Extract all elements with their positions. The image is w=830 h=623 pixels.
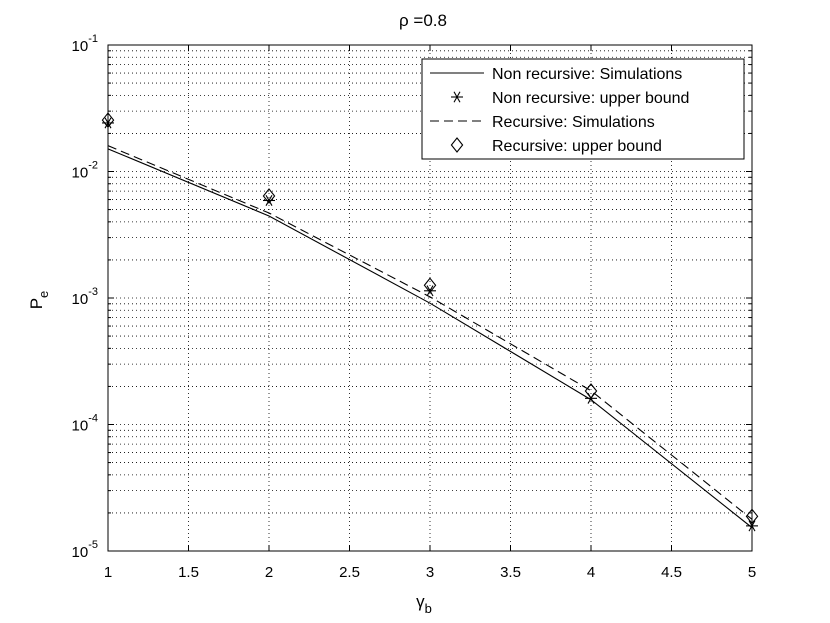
ticks [107, 44, 753, 552]
y-tick-label: 10-1 [72, 33, 98, 55]
y-tick-label-exponent: -3 [88, 286, 98, 298]
diamond-marker [450, 137, 464, 153]
legend: Non recursive: Simulations Non recursive:… [421, 58, 745, 160]
y-tick-label-exponent: -4 [88, 413, 98, 425]
y-tick-label: 10-5 [72, 539, 98, 561]
asterisk-marker [263, 194, 275, 206]
asterisk-stroke [426, 285, 434, 297]
y-axis-title-main: P [27, 298, 46, 309]
x-axis-title: γb [416, 592, 432, 616]
series-layer [108, 145, 752, 529]
plot-area: 1 1.5 2 2.5 3 3.5 4 4.5 510-510-410-310-210-1Non… [72, 33, 759, 581]
asterisk-stroke [104, 117, 112, 129]
diamond-marker [745, 508, 759, 525]
legend-label: Non recursive: upper bound [492, 90, 689, 107]
diamond-marker [584, 383, 598, 399]
asterisk-stroke [748, 520, 756, 532]
x-tick-label: 4 [587, 564, 595, 581]
legend-box [421, 58, 745, 160]
y-tick-label-base: 10 [72, 291, 89, 308]
x-tick-label: 2 [265, 564, 273, 581]
x-tick-label: 4.5 [661, 564, 682, 581]
x-axis-title-main: γ [416, 592, 425, 611]
y-tick-label-base: 10 [72, 418, 89, 435]
diamond-marker [262, 188, 276, 204]
marker-layer [101, 112, 759, 532]
asterisk-stroke [265, 194, 273, 206]
asterisk-stroke [453, 91, 461, 103]
diamond-marker [423, 277, 437, 294]
chart-title: ρ =0.8 [399, 11, 447, 30]
legend-label: Recursive: upper bound [492, 138, 662, 155]
y-tick-label: 10-2 [72, 160, 98, 182]
y-tick-label-exponent: -2 [88, 160, 98, 172]
asterisk-marker [424, 285, 436, 297]
x-tick-label: 1 [104, 564, 112, 581]
x-tick-label: 1.5 [178, 564, 199, 581]
diamond-marker [101, 112, 115, 128]
y-tick-label-base: 10 [72, 38, 89, 55]
series-line-dashed [108, 145, 752, 520]
x-axis-title-sub: b [425, 601, 432, 616]
legend-label: Non recursive: Simulations [492, 66, 682, 83]
x-tick-label: 2.5 [339, 564, 360, 581]
y-axis-title: Pe [27, 291, 51, 310]
y-tick-label-exponent: -1 [88, 33, 98, 45]
y-tick-label: 10-4 [72, 413, 98, 435]
y-tick-label-exponent: -5 [88, 539, 98, 551]
x-tick-label: 5 [748, 564, 756, 581]
x-tick-label: 3 [426, 564, 434, 581]
x-tick-label: 3.5 [500, 564, 521, 581]
y-tick-label-base: 10 [72, 544, 89, 561]
series-line-solid [108, 148, 752, 529]
y-tick-label-base: 10 [72, 165, 89, 182]
asterisk-marker [746, 520, 758, 532]
legend-label: Recursive: Simulations [492, 114, 655, 131]
y-axis-title-sub: e [36, 291, 51, 298]
asterisk-marker [451, 91, 463, 103]
y-tick-label: 10-3 [72, 286, 98, 308]
